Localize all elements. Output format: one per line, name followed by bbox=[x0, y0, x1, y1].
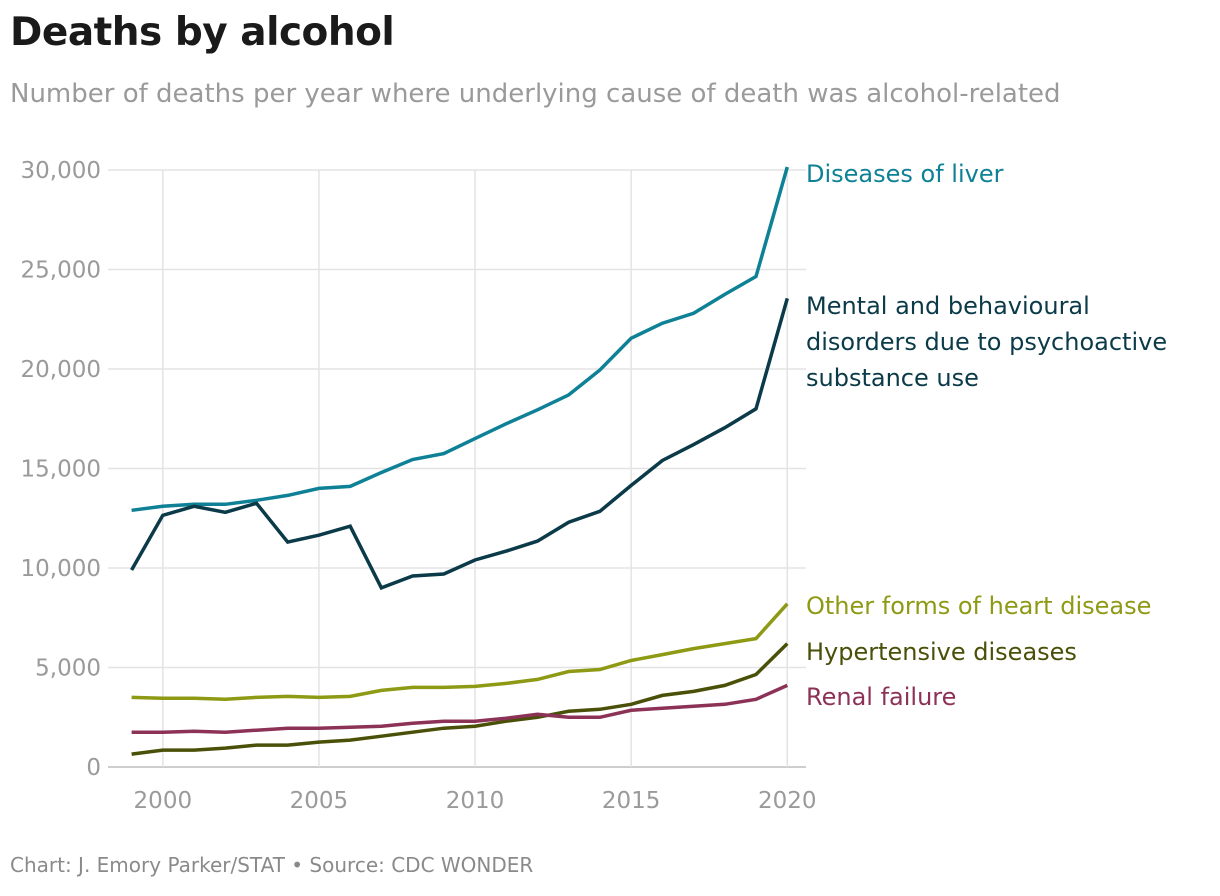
series-label-0: Diseases of liver bbox=[806, 160, 1004, 188]
series-label-line: Renal failure bbox=[806, 683, 956, 711]
series-labels: Diseases of liver Mental and behavioural d… bbox=[806, 160, 1167, 711]
series-label-line: Mental and behavioural bbox=[806, 292, 1090, 320]
chart-grid bbox=[108, 169, 806, 768]
series-label-2: Other forms of heart disease bbox=[806, 592, 1151, 620]
series-label-line: Hypertensive diseases bbox=[806, 638, 1077, 666]
series-label-line: substance use bbox=[806, 364, 979, 392]
x-tick-label: 2020 bbox=[758, 788, 817, 814]
y-tick-label: 0 bbox=[86, 755, 101, 781]
x-tick-label: 2015 bbox=[602, 788, 661, 814]
series-label-line: Other forms of heart disease bbox=[806, 592, 1151, 620]
chart-subtitle: Number of deaths per year where underlyi… bbox=[10, 79, 1061, 109]
series-line-0 bbox=[131, 166, 789, 513]
series-line-3 bbox=[131, 642, 789, 756]
y-tick-label: 10,000 bbox=[21, 556, 101, 582]
series-line-1 bbox=[130, 297, 789, 591]
series-line-4 bbox=[131, 683, 789, 734]
series-label-3: Hypertensive diseases bbox=[806, 638, 1077, 666]
series-label-line: Diseases of liver bbox=[806, 160, 1004, 188]
x-tick-label: 2010 bbox=[446, 788, 505, 814]
y-tick-label: 15,000 bbox=[21, 457, 101, 483]
series-label-1: Mental and behavioural disorders due to p… bbox=[806, 292, 1167, 392]
series-line-2 bbox=[131, 602, 789, 702]
chart-source: Chart: J. Emory Parker/STAT • Source: CD… bbox=[10, 853, 534, 877]
chart-title: Deaths by alcohol bbox=[10, 10, 395, 55]
x-tick-label: 2000 bbox=[134, 788, 193, 814]
x-tick-label: 2005 bbox=[290, 788, 349, 814]
series-label-4: Renal failure bbox=[806, 683, 956, 711]
series-label-line: disorders due to psychoactive bbox=[806, 328, 1167, 356]
y-tick-label: 20,000 bbox=[21, 357, 101, 383]
y-tick-label: 5,000 bbox=[35, 656, 101, 682]
x-axis: 2000 2005 2010 2015 2020 bbox=[134, 788, 817, 814]
y-axis: 0 5,000 10,000 15,000 20,000 25,000 30,000 bbox=[21, 158, 101, 781]
y-tick-label: 30,000 bbox=[21, 158, 101, 184]
series-lines bbox=[130, 166, 789, 756]
y-tick-label: 25,000 bbox=[21, 258, 101, 284]
